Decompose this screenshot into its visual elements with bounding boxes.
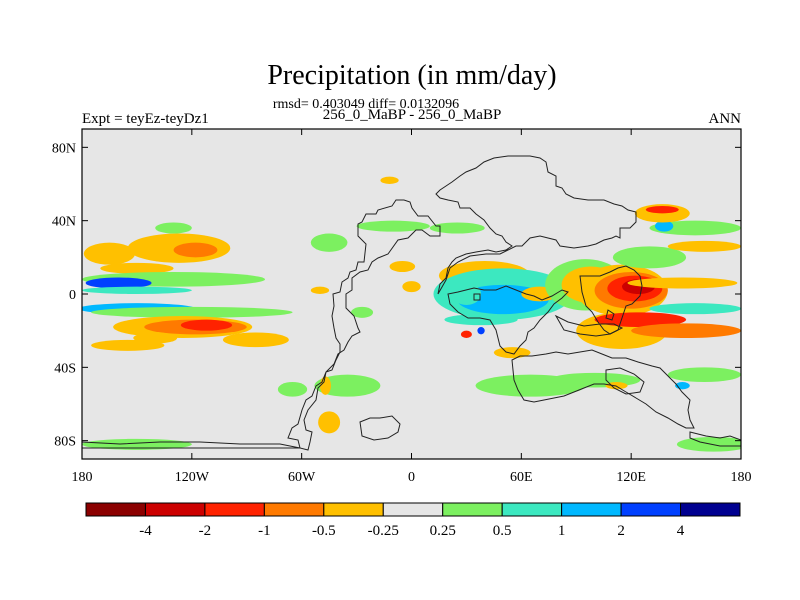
x-tick-label: 60E: [510, 470, 533, 485]
colorbar-swatch: [144, 502, 206, 517]
anomaly-patch: [605, 382, 628, 390]
anomaly-patch: [493, 347, 531, 359]
colorbar-swatch: [501, 502, 563, 517]
anomaly-patch: [319, 376, 331, 395]
map-plot-area: [81, 128, 742, 460]
australia-interior-outline: [605, 367, 645, 395]
anomaly-patch: [645, 206, 679, 214]
australia-outline: [511, 349, 695, 429]
anomaly-patch: [173, 242, 218, 258]
longitude-axis: 180 120W 60W 0 60E 120E 180: [72, 129, 752, 485]
anomaly-patch: [594, 312, 687, 327]
anomaly-patch: [654, 220, 674, 232]
colorbar-swatch: [263, 502, 325, 517]
anomaly-patch: [277, 382, 308, 397]
colorbar-swatch: [85, 502, 146, 517]
chart-title: Precipitation (in mm/day): [267, 60, 556, 91]
left-label: Expt = teyEz-teyDz1: [82, 111, 209, 127]
anomaly-patch: [380, 176, 399, 184]
y-tick-label: 40N: [52, 215, 76, 230]
colorbar-label: -1: [258, 523, 271, 539]
latitude-axis: 80N 40N 0 40S 80S: [52, 141, 741, 450]
anomaly-patch: [444, 314, 518, 326]
colorbar-label: -0.25: [368, 523, 399, 539]
anomaly-patch: [100, 262, 174, 274]
anomaly-patch: [351, 306, 374, 318]
south-island-outline: [359, 415, 401, 441]
anomaly-patch: [612, 246, 687, 269]
continent-outlines: [82, 155, 741, 451]
colorbar-label: -4: [139, 523, 152, 539]
y-tick-label: 80N: [52, 141, 76, 156]
colorbar-swatch: [620, 502, 682, 517]
anomaly-patch: [83, 242, 136, 265]
anomaly-patch: [180, 319, 233, 331]
anomaly-patch: [389, 261, 416, 272]
colorbar-label: 0.25: [430, 523, 456, 539]
anomaly-patch: [91, 306, 293, 318]
precipitation-anomalies: [82, 176, 741, 452]
chart-subtitle: 256_0_MaBP - 256_0_MaBP: [323, 107, 502, 123]
anomaly-patch: [91, 339, 165, 351]
colorbar-label: 2: [617, 523, 625, 539]
y-tick-label: 80S: [54, 435, 76, 450]
anomaly-patch: [85, 277, 152, 289]
africa-south-outline: [447, 285, 569, 355]
colorbar-label: 4: [677, 523, 685, 539]
colorbar-swatch: [204, 502, 265, 517]
americas-outline: [287, 199, 441, 451]
anomaly-patch: [667, 240, 741, 252]
x-tick-label: 120W: [175, 470, 210, 485]
colorbar-label: 1: [558, 523, 566, 539]
anomaly-patch: [667, 367, 741, 382]
anomaly-patch: [82, 286, 192, 295]
colorbar-label: 0.5: [493, 523, 512, 539]
anomaly-patch: [429, 222, 485, 234]
x-tick-label: 180: [731, 470, 752, 485]
eurasia-africa-outline: [435, 155, 637, 295]
stats-line: rmsd= 0.403049 diff= 0.0132096: [273, 97, 459, 112]
x-tick-label: 180: [72, 470, 93, 485]
anomaly-patch: [477, 327, 485, 335]
y-tick-label: 40S: [54, 361, 76, 376]
colorbar-label: -2: [199, 523, 212, 539]
x-tick-label: 0: [408, 470, 415, 485]
anomaly-patch: [310, 233, 348, 252]
anomaly-patch: [222, 332, 289, 348]
right-label: ANN: [709, 111, 742, 127]
colorbar-label: -0.5: [312, 523, 336, 539]
anomaly-patch: [318, 411, 341, 434]
x-tick-label: 120E: [616, 470, 646, 485]
asia-southeast-outline: [579, 265, 643, 335]
colorbar-swatch: [323, 502, 384, 517]
anomaly-patch: [310, 286, 330, 295]
anomaly-patch: [676, 437, 741, 452]
antarctica-outline: [82, 431, 741, 449]
colorbar-swatch: [382, 502, 444, 517]
colorbar-swatch: [680, 502, 741, 517]
x-tick-label: 60W: [288, 470, 316, 485]
anomaly-patch: [649, 303, 741, 315]
colorbar: -4 -2 -1 -0.5 -0.25 0.25 0.5 1 2 4: [85, 502, 741, 539]
y-tick-label: 0: [69, 288, 76, 303]
anomaly-patch: [314, 374, 381, 397]
indonesia-outline: [554, 314, 624, 337]
anomaly-patch: [627, 277, 738, 289]
colorbar-swatch: [442, 502, 503, 517]
anomaly-patch: [631, 323, 741, 338]
colorbar-swatch: [561, 502, 622, 517]
anomaly-patch: [460, 330, 472, 339]
anomaly-patch: [356, 220, 430, 232]
small-islands-outline: [473, 293, 615, 321]
anomaly-patch: [402, 281, 421, 293]
anomaly-patch: [155, 222, 192, 234]
